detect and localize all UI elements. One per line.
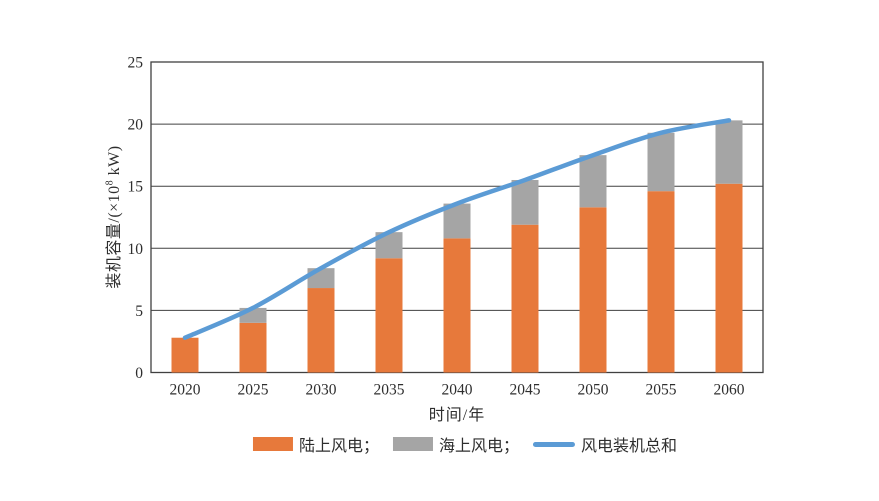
y-tick-label: 25 (128, 55, 144, 72)
bar-segment-onshore (375, 258, 403, 373)
legend-item-offshore: 海上风电； (392, 432, 520, 456)
y-tick-label: 5 (135, 303, 143, 320)
y-tick-label: 0 (135, 365, 143, 382)
total-line (182, 118, 732, 340)
legend-swatch-onshore (252, 437, 293, 451)
y-axis-label: 装机容量/(×108 kW) (100, 145, 124, 288)
x-tick-label: 2060 (714, 382, 745, 399)
x-tick-label: 2030 (306, 382, 337, 399)
x-axis-label: 时间/年 (428, 407, 486, 424)
legend-label-onshore: 陆上风电； (298, 438, 379, 455)
bar-segment-offshore (511, 179, 539, 225)
x-tick-label: 2055 (646, 382, 677, 399)
y-axis-label-unit: kW) (106, 145, 123, 180)
legend-label-offshore: 海上风电； (438, 438, 520, 455)
y-axis-label-superscript: 8 (104, 179, 116, 186)
bar-segment-onshore (715, 183, 743, 373)
y-tick-label: 15 (128, 179, 144, 196)
x-tick-label: 2025 (238, 382, 269, 399)
bar-segment-onshore (171, 337, 199, 373)
bar-segment-onshore (647, 191, 675, 373)
legend: 陆上风电； 海上风电； 风电装机总和 (252, 432, 677, 456)
y-axis-label-text: 装机容量/(×10 (106, 185, 123, 289)
y-tick-label: 10 (128, 241, 144, 258)
x-tick-label: 2040 (442, 382, 473, 399)
legend-swatch-offshore (392, 437, 433, 451)
bar-segment-onshore (307, 288, 335, 373)
y-tick-label: 20 (128, 117, 144, 134)
legend-swatch-total-line (533, 441, 576, 447)
legend-item-total: 风电装机总和 (533, 432, 677, 456)
x-tick-label: 2045 (510, 382, 541, 399)
bar-segment-onshore (511, 224, 539, 373)
x-tick-label: 2035 (374, 382, 405, 399)
x-tick-label: 2020 (170, 382, 201, 399)
bar-segment-offshore (715, 120, 743, 184)
bar-segment-offshore (647, 132, 675, 192)
legend-label-total: 风电装机总和 (581, 438, 678, 455)
bar-segment-onshore (579, 207, 607, 373)
bar-segment-onshore (239, 322, 267, 373)
x-tick-label: 2050 (578, 382, 609, 399)
bar-segment-onshore (443, 238, 471, 373)
legend-item-onshore: 陆上风电； (252, 432, 379, 456)
bar-segment-offshore (579, 155, 607, 208)
